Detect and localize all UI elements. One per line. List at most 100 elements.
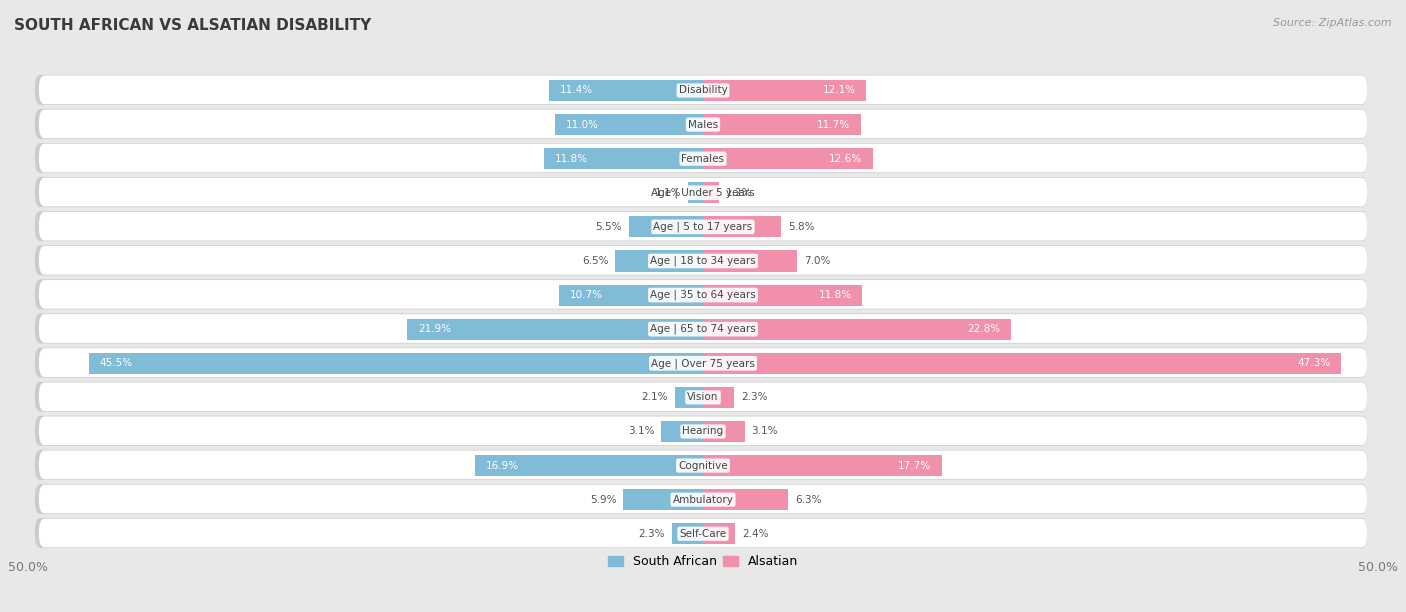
Text: 10.7%: 10.7%: [569, 290, 602, 300]
FancyBboxPatch shape: [39, 314, 1367, 343]
FancyBboxPatch shape: [35, 245, 1367, 275]
FancyBboxPatch shape: [39, 280, 1367, 308]
Text: 1.2%: 1.2%: [725, 188, 752, 198]
Text: Vision: Vision: [688, 392, 718, 402]
Text: 16.9%: 16.9%: [485, 461, 519, 471]
FancyBboxPatch shape: [39, 416, 1367, 445]
FancyBboxPatch shape: [39, 382, 1367, 411]
Text: 12.1%: 12.1%: [823, 86, 855, 95]
Text: Self-Care: Self-Care: [679, 529, 727, 539]
Bar: [703, 523, 735, 544]
Text: 7.0%: 7.0%: [804, 256, 831, 266]
Text: 11.0%: 11.0%: [565, 119, 599, 130]
Text: Females: Females: [682, 154, 724, 163]
Text: 5.9%: 5.9%: [591, 494, 617, 505]
Text: Disability: Disability: [679, 86, 727, 95]
FancyBboxPatch shape: [39, 348, 1367, 377]
Bar: [703, 285, 862, 305]
Bar: [623, 489, 703, 510]
Bar: [672, 523, 703, 544]
Bar: [703, 421, 745, 442]
Bar: [703, 216, 782, 237]
Text: Age | 65 to 74 years: Age | 65 to 74 years: [650, 324, 756, 334]
Text: Age | Under 5 years: Age | Under 5 years: [651, 187, 755, 198]
Text: 5.8%: 5.8%: [787, 222, 814, 232]
Bar: [703, 489, 787, 510]
FancyBboxPatch shape: [35, 75, 1367, 105]
Text: 6.5%: 6.5%: [582, 256, 609, 266]
Text: Hearing: Hearing: [682, 427, 724, 436]
Text: 11.4%: 11.4%: [560, 86, 593, 95]
FancyBboxPatch shape: [39, 246, 1367, 275]
Bar: [703, 387, 734, 408]
Text: Ambulatory: Ambulatory: [672, 494, 734, 505]
FancyBboxPatch shape: [35, 416, 1367, 446]
Bar: [628, 216, 703, 237]
Text: 17.7%: 17.7%: [898, 461, 931, 471]
Text: 2.1%: 2.1%: [641, 392, 668, 402]
Legend: South African, Alsatian: South African, Alsatian: [603, 550, 803, 573]
Text: 11.8%: 11.8%: [554, 154, 588, 163]
Bar: [89, 353, 703, 374]
FancyBboxPatch shape: [39, 177, 1367, 206]
Bar: [703, 114, 860, 135]
Bar: [544, 148, 703, 170]
Text: 2.3%: 2.3%: [741, 392, 768, 402]
FancyBboxPatch shape: [35, 450, 1367, 480]
Text: SOUTH AFRICAN VS ALSATIAN DISABILITY: SOUTH AFRICAN VS ALSATIAN DISABILITY: [14, 18, 371, 34]
Text: 2.4%: 2.4%: [742, 529, 769, 539]
Bar: [703, 353, 1341, 374]
Text: Age | 18 to 34 years: Age | 18 to 34 years: [650, 256, 756, 266]
Text: Age | Over 75 years: Age | Over 75 years: [651, 358, 755, 368]
Text: 21.9%: 21.9%: [418, 324, 451, 334]
Text: 5.5%: 5.5%: [596, 222, 621, 232]
FancyBboxPatch shape: [35, 143, 1367, 173]
Text: Age | 5 to 17 years: Age | 5 to 17 years: [654, 222, 752, 232]
Bar: [408, 319, 703, 340]
FancyBboxPatch shape: [39, 75, 1367, 104]
Text: 3.1%: 3.1%: [628, 427, 654, 436]
Text: 6.3%: 6.3%: [794, 494, 821, 505]
Text: 11.7%: 11.7%: [817, 119, 851, 130]
FancyBboxPatch shape: [35, 382, 1367, 412]
FancyBboxPatch shape: [39, 144, 1367, 173]
Bar: [703, 80, 866, 101]
Text: 2.3%: 2.3%: [638, 529, 665, 539]
FancyBboxPatch shape: [35, 280, 1367, 310]
Text: 22.8%: 22.8%: [967, 324, 1000, 334]
Bar: [703, 148, 873, 170]
Bar: [703, 182, 720, 203]
Bar: [475, 455, 703, 476]
Text: Males: Males: [688, 119, 718, 130]
FancyBboxPatch shape: [35, 484, 1367, 514]
FancyBboxPatch shape: [35, 177, 1367, 207]
Bar: [554, 114, 703, 135]
Bar: [675, 387, 703, 408]
Text: 47.3%: 47.3%: [1298, 358, 1330, 368]
Text: 3.1%: 3.1%: [752, 427, 778, 436]
Text: Source: ZipAtlas.com: Source: ZipAtlas.com: [1274, 18, 1392, 28]
FancyBboxPatch shape: [39, 485, 1367, 513]
Text: 1.1%: 1.1%: [655, 188, 682, 198]
FancyBboxPatch shape: [35, 348, 1367, 378]
Text: 12.6%: 12.6%: [830, 154, 862, 163]
Text: Cognitive: Cognitive: [678, 461, 728, 471]
FancyBboxPatch shape: [39, 450, 1367, 479]
FancyBboxPatch shape: [35, 211, 1367, 241]
Text: 11.8%: 11.8%: [818, 290, 852, 300]
FancyBboxPatch shape: [35, 518, 1367, 548]
Text: Age | 35 to 64 years: Age | 35 to 64 years: [650, 290, 756, 300]
Bar: [550, 80, 703, 101]
Text: 45.5%: 45.5%: [100, 358, 132, 368]
Bar: [703, 250, 797, 272]
FancyBboxPatch shape: [39, 212, 1367, 241]
Bar: [558, 285, 703, 305]
FancyBboxPatch shape: [39, 110, 1367, 138]
FancyBboxPatch shape: [35, 109, 1367, 139]
Bar: [616, 250, 703, 272]
Bar: [703, 455, 942, 476]
Bar: [688, 182, 703, 203]
FancyBboxPatch shape: [35, 313, 1367, 343]
Bar: [703, 319, 1011, 340]
FancyBboxPatch shape: [39, 519, 1367, 547]
